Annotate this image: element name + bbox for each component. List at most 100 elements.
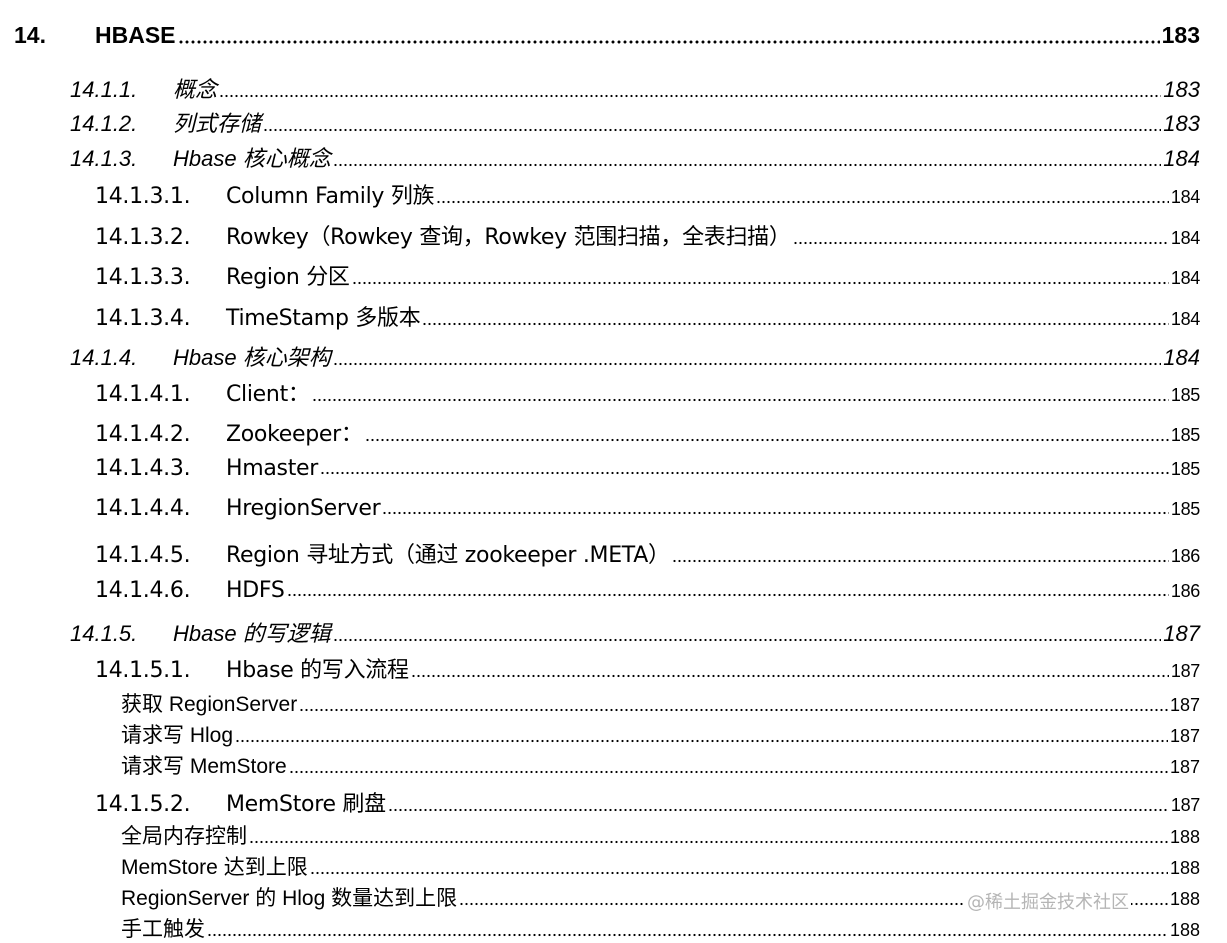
toc-entry-title[interactable]: 手工触发 xyxy=(121,918,205,941)
toc-entry-page[interactable]: 185 xyxy=(1170,459,1200,479)
toc-entry-page[interactable]: 188 xyxy=(1169,827,1200,847)
toc-entry-page[interactable]: 187 xyxy=(1170,795,1200,815)
toc-entry-title[interactable]: RegionServer 的 Hlog 数量达到上限 xyxy=(121,887,458,910)
toc-entry-title[interactable]: HDFS xyxy=(226,578,285,603)
toc-entry[interactable]: 14. HBASE 183 xyxy=(0,22,1200,49)
toc-entry-title[interactable]: 列式存储 xyxy=(173,111,262,136)
toc-entry-number: 14.1.2. xyxy=(70,111,138,136)
toc-entry-page[interactable]: 184 xyxy=(1170,228,1200,248)
toc-entry[interactable]: 14.1.4.4. HregionServer 185 xyxy=(0,496,1200,521)
toc-entry-title[interactable]: HregionServer xyxy=(226,496,381,521)
toc-entry-title[interactable]: 获取 RegionServer xyxy=(121,693,298,716)
toc-entry-title[interactable]: 请求写 MemStore xyxy=(121,755,287,778)
dot-leader xyxy=(249,840,1168,844)
toc-entry-page[interactable]: 187 xyxy=(1169,726,1200,746)
toc-entry-number: 14.1.5. xyxy=(70,621,138,646)
toc-entry-page[interactable]: 186 xyxy=(1170,581,1200,601)
toc-entry-page[interactable]: 184 xyxy=(1170,268,1200,288)
toc-entry[interactable]: 手工触发 188 xyxy=(0,913,1200,943)
toc-entry[interactable]: RegionServer 的 Hlog 数量达到上限 188 xyxy=(0,882,1200,912)
toc-entry-title[interactable]: HBASE xyxy=(95,22,176,48)
toc-entry-number: 14.1.3.4. xyxy=(95,306,191,331)
dot-leader xyxy=(364,438,1169,442)
toc-entry-page[interactable]: 185 xyxy=(1170,499,1200,519)
toc-entry-page[interactable]: 188 xyxy=(1169,920,1200,940)
toc-entry-number: 14.1.4.1. xyxy=(95,382,191,407)
dot-leader xyxy=(459,902,1168,906)
toc-entry[interactable]: 请求写 MemStore 187 xyxy=(0,750,1200,780)
toc-entry-number: 14.1.3.3. xyxy=(95,265,191,290)
dot-leader xyxy=(207,933,1168,937)
toc-entry[interactable]: 14.1.3.3. Region 分区 184 xyxy=(0,259,1200,291)
toc-entry[interactable]: 14.1.3.4. TimeStamp 多版本 184 xyxy=(0,300,1200,332)
toc-entry[interactable]: 14.1.2. 列式存储 183 xyxy=(0,106,1200,138)
toc-entry[interactable]: 14.1.5. Hbase 的写逻辑 187 xyxy=(0,616,1200,648)
toc-entry-page[interactable]: 188 xyxy=(1169,858,1200,878)
toc-entry-page[interactable]: 183 xyxy=(1163,77,1200,102)
toc-entry-title[interactable]: MemStore 达到上限 xyxy=(121,856,308,879)
toc-entry-title[interactable]: 概念 xyxy=(173,77,218,102)
dot-leader xyxy=(671,559,1169,563)
dot-leader xyxy=(177,40,1160,44)
toc-entry-title[interactable]: Hmaster xyxy=(226,456,319,481)
toc-entry[interactable]: 14.1.4.2. Zookeeper： 185 xyxy=(0,416,1200,448)
toc-entry[interactable]: MemStore 达到上限 188 xyxy=(0,851,1200,881)
dot-leader xyxy=(235,739,1168,743)
toc-entry[interactable]: 获取 RegionServer 187 xyxy=(0,688,1200,718)
toc-entry[interactable]: 请求写 Hlog 187 xyxy=(0,719,1200,749)
toc-entry-page[interactable]: 184 xyxy=(1170,187,1200,207)
toc-entry-number: 14.1.4.2. xyxy=(95,422,191,447)
toc-entry-page[interactable]: 184 xyxy=(1163,345,1200,370)
toc-entry-page[interactable]: 187 xyxy=(1170,661,1200,681)
toc-entry-page[interactable]: 187 xyxy=(1169,757,1200,777)
toc-entry-title[interactable]: Region 寻址方式（通过 zookeeper .META） xyxy=(226,543,670,568)
toc-entry-number: 14.1.5.2. xyxy=(95,792,191,817)
toc-entry[interactable]: 14.1.3.2. Rowkey（Rowkey 查询，Rowkey 范围扫描，全表… xyxy=(0,219,1200,251)
toc-entry-page[interactable]: 185 xyxy=(1170,385,1200,405)
toc-entry[interactable]: 14.1.5.2. MemStore 刷盘 187 xyxy=(0,786,1200,818)
toc-entry[interactable]: 14.1.4.6. HDFS 186 xyxy=(0,578,1200,603)
toc-entry-title[interactable]: Hbase 核心概念 xyxy=(173,146,331,171)
toc-entry-page[interactable]: 183 xyxy=(1161,22,1200,48)
dot-leader xyxy=(309,871,1168,875)
dot-leader xyxy=(792,241,1169,245)
dot-leader xyxy=(311,398,1169,402)
toc-entry-page[interactable]: 183 xyxy=(1163,111,1200,136)
toc-entry-title[interactable]: Client： xyxy=(226,382,310,407)
toc-entry-title[interactable]: Zookeeper： xyxy=(226,422,363,447)
toc-entry-title[interactable]: Hbase 的写入流程 xyxy=(226,658,409,683)
toc-entry[interactable]: 14.1.3.1. Column Family 列族 184 xyxy=(0,178,1200,210)
toc-entry-title[interactable]: Rowkey（Rowkey 查询，Rowkey 范围扫描，全表扫描） xyxy=(226,225,791,250)
dot-leader xyxy=(299,708,1168,712)
toc-entry-title[interactable]: 全局内存控制 xyxy=(121,825,247,848)
toc-entry[interactable]: 14.1.3. Hbase 核心概念 184 xyxy=(0,141,1200,173)
toc-entry-page[interactable]: 184 xyxy=(1170,309,1200,329)
dot-leader xyxy=(382,511,1169,515)
toc-entry[interactable]: 14.1.5.1. Hbase 的写入流程 187 xyxy=(0,652,1200,684)
toc-entry-title[interactable]: Hbase 的写逻辑 xyxy=(173,621,331,646)
toc-entry-page[interactable]: 184 xyxy=(1163,146,1200,171)
toc-entry[interactable]: 14.1.4. Hbase 核心架构 184 xyxy=(0,340,1200,372)
toc-entry[interactable]: 14.1.4.1. Client： 185 xyxy=(0,376,1200,408)
toc-entry-page[interactable]: 185 xyxy=(1170,425,1200,445)
toc-entry-number: 14.1.4.4. xyxy=(95,496,191,521)
toc-entry-page[interactable]: 187 xyxy=(1163,621,1200,646)
toc-entry-number: 14.1.4.6. xyxy=(95,578,191,603)
toc-entry-number: 14.1.3.1. xyxy=(95,184,191,209)
dot-leader xyxy=(351,281,1169,285)
dot-leader xyxy=(410,674,1169,678)
toc-entry[interactable]: 全局内存控制 188 xyxy=(0,820,1200,850)
toc-entry-page[interactable]: 187 xyxy=(1169,695,1200,715)
toc-entry[interactable]: 14.1.4.5. Region 寻址方式（通过 zookeeper .META）… xyxy=(0,537,1200,569)
toc-entry-title[interactable]: 请求写 Hlog xyxy=(121,724,234,747)
toc-entry-page[interactable]: 186 xyxy=(1170,546,1200,566)
toc-entry-title[interactable]: MemStore 刷盘 xyxy=(226,792,386,817)
watermark: @稀土掘金技术社区 xyxy=(965,888,1131,914)
toc-entry[interactable]: 14.1.4.3. Hmaster 185 xyxy=(0,456,1200,481)
toc-entry-title[interactable]: TimeStamp 多版本 xyxy=(226,306,421,331)
toc-entry-title[interactable]: Hbase 核心架构 xyxy=(173,345,331,370)
toc-entry-title[interactable]: Column Family 列族 xyxy=(226,184,435,209)
toc-entry[interactable]: 14.1.1. 概念 183 xyxy=(0,72,1200,104)
toc-entry-page[interactable]: 188 xyxy=(1169,889,1200,909)
toc-entry-title[interactable]: Region 分区 xyxy=(226,265,350,290)
